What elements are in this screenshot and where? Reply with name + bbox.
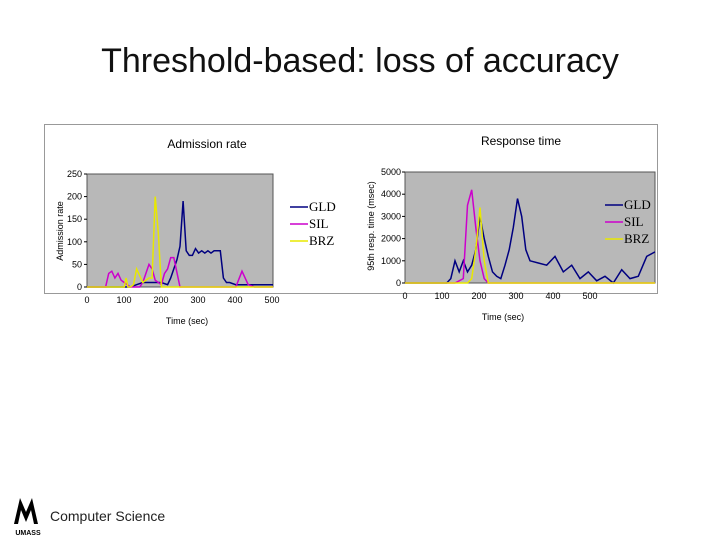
x-tick-label: 0	[84, 295, 89, 305]
y-tick-label: 0	[396, 278, 401, 288]
chart-admission-rate: Admission rate Admission rate Time (sec)…	[55, 137, 336, 326]
x-tick-label: 100	[434, 291, 449, 301]
x-tick-label: 300	[190, 295, 205, 305]
x-tick-label: 200	[471, 291, 486, 301]
legend-label-brz: BRZ	[309, 233, 334, 248]
chart1-title: Admission rate	[167, 137, 247, 151]
x-tick-label: 200	[153, 295, 168, 305]
umass-logo: UMASS	[12, 496, 42, 537]
y-tick-label: 150	[67, 214, 82, 224]
y-tick-label: 100	[67, 237, 82, 247]
y-tick-label: 0	[77, 282, 82, 292]
series-line-brz	[87, 196, 273, 288]
x-tick-label: 100	[116, 295, 131, 305]
logo-text: UMASS	[15, 530, 41, 537]
legend-label-brz: BRZ	[624, 231, 649, 246]
y-tick-label: 250	[67, 169, 82, 179]
chart2-xlabel: Time (sec)	[482, 312, 524, 322]
legend-label-sil: SIL	[624, 214, 644, 229]
legend-label-gld: GLD	[624, 197, 651, 212]
legend-label-gld: GLD	[309, 199, 336, 214]
y-tick-label: 1000	[381, 256, 401, 266]
x-tick-label: 400	[545, 291, 560, 301]
y-tick-label: 5000	[381, 167, 401, 177]
y-tick-label: 200	[67, 192, 82, 202]
legend-label-sil: SIL	[309, 216, 329, 231]
chart2-title: Response time	[481, 134, 561, 148]
x-tick-label: 500	[582, 291, 597, 301]
x-tick-label: 0	[402, 291, 407, 301]
x-tick-label: 400	[227, 295, 242, 305]
series-line-gld	[405, 198, 656, 285]
y-tick-label: 4000	[381, 189, 401, 199]
chart-response-time: Response time 95th resp. time (msec) Tim…	[366, 134, 656, 322]
y-tick-label: 2000	[381, 234, 401, 244]
series-line-brz	[405, 207, 655, 284]
chart2-ylabel: 95th resp. time (msec)	[366, 181, 376, 271]
chart1-xlabel: Time (sec)	[166, 316, 208, 326]
x-tick-label: 500	[264, 295, 279, 305]
chart1-ylabel: Admission rate	[55, 201, 65, 261]
y-tick-label: 3000	[381, 211, 401, 221]
chart2-plot-area	[404, 171, 656, 284]
y-tick-label: 50	[72, 259, 82, 269]
x-tick-label: 300	[508, 291, 523, 301]
footer-text: Computer Science	[50, 508, 166, 524]
chart1-plot-area	[86, 173, 274, 288]
slide-title: Threshold-based: loss of accuracy	[101, 42, 619, 80]
